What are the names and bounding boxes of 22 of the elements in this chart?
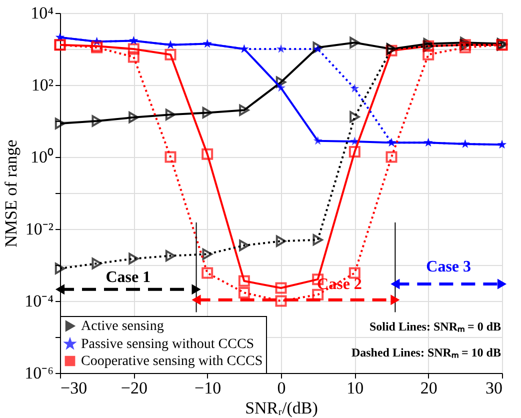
annotation: Case 1 (106, 269, 151, 286)
x-tick-label: 20 (420, 378, 438, 398)
x-axis-title: SNRᵣ/(dB) (245, 398, 318, 418)
legend-label: Passive sensing without CCCS (81, 337, 254, 352)
x-tick-label: 0 (277, 378, 286, 398)
y-tick-label: 10⁻⁶ (24, 364, 54, 382)
annotation: Dashed Lines: SNRₘ = 10 dB (351, 346, 501, 360)
y-tick-label: 10⁻² (25, 220, 54, 238)
x-tick-label: −30 (60, 378, 88, 398)
y-axis-title: NMSE of range (2, 140, 21, 248)
x-tick-label: −10 (194, 378, 222, 398)
x-tick-label: 30 (486, 378, 502, 398)
annotation: Solid Lines: SNRₘ = 0 dB (369, 319, 501, 334)
y-tick-label: 10⁻⁴ (24, 292, 54, 310)
legend-label: Cooperative sensing with CCCS (81, 354, 263, 369)
y-tick-label: 10⁰ (30, 148, 54, 166)
annotation: Case 3 (426, 258, 472, 276)
x-tick-label: 10 (346, 378, 364, 398)
y-tick-label: 10² (31, 76, 54, 94)
legend-label: Active sensing (81, 319, 164, 334)
y-tick-label: 10⁴ (30, 4, 54, 22)
x-tick-label: −20 (120, 378, 148, 398)
